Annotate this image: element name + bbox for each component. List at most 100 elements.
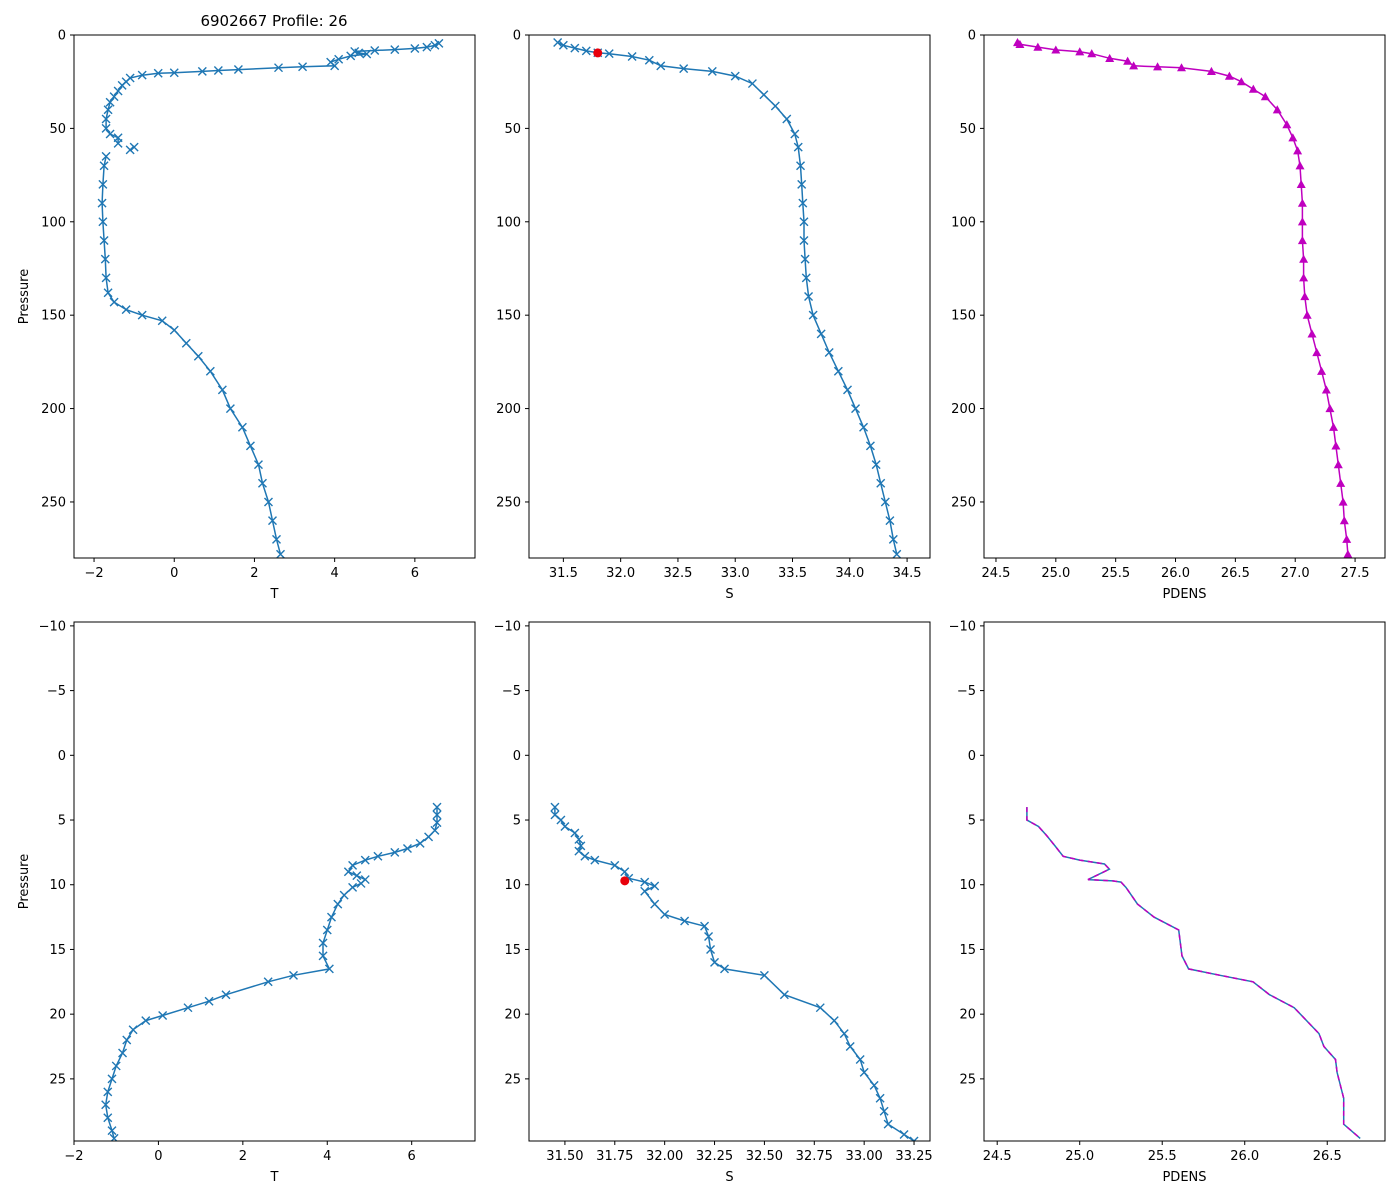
subplot-bottom-density: 24.5 25.0 25.5 26.0 26.5 −10 −5 0 5 10 15 20 25 PDENS — [949, 619, 1386, 1185]
y-tick-label: 50 — [959, 122, 976, 137]
data-point-marker — [99, 161, 109, 171]
data-point-marker — [558, 40, 568, 50]
data-point-marker — [103, 105, 113, 115]
x-tick-label: 2 — [239, 1149, 247, 1164]
data-point-marker — [550, 802, 560, 812]
data-point-marker — [221, 990, 231, 1000]
data-point-marker — [422, 42, 432, 52]
y-tick-label: −10 — [39, 619, 66, 634]
y-tick-label: 0 — [58, 749, 66, 764]
y-tick-label: 15 — [504, 943, 521, 958]
series-line — [104, 807, 438, 1139]
data-point-marker — [570, 828, 580, 838]
data-point-marker — [556, 815, 566, 825]
x-tick-label: 33.5 — [778, 566, 807, 581]
x-axis-label: PDENS — [1162, 1170, 1206, 1185]
data-point-marker — [1087, 49, 1097, 58]
data-point-marker — [1329, 422, 1339, 431]
x-tick-label: 33.25 — [895, 1149, 932, 1164]
data-point-marker — [1342, 534, 1352, 543]
y-tick-label: 250 — [496, 495, 521, 510]
data-point-marker — [1331, 441, 1341, 450]
y-tick-label: 100 — [41, 215, 66, 230]
x-tick-label: −2 — [84, 566, 103, 581]
data-point-marker — [339, 890, 349, 900]
data-point-marker — [97, 198, 107, 208]
data-point-marker — [390, 45, 400, 55]
y-tick-label: 0 — [513, 749, 521, 764]
series-bottom-density — [1026, 807, 1361, 1139]
y-tick-label: 50 — [504, 122, 521, 137]
data-point-marker — [824, 348, 834, 358]
data-point-marker — [117, 80, 127, 90]
data-point-marker — [1297, 198, 1307, 207]
data-point-marker — [169, 68, 179, 78]
data-point-marker — [620, 867, 630, 877]
data-point-marker — [656, 61, 666, 71]
y-tick-label: 200 — [951, 402, 976, 417]
data-point-marker — [680, 916, 690, 926]
data-point-marker — [113, 86, 123, 96]
data-point-marker — [225, 404, 235, 414]
y-tick-label: −10 — [949, 619, 976, 634]
data-point-marker — [100, 254, 110, 264]
data-point-marker — [888, 534, 898, 544]
data-point-marker — [1307, 329, 1317, 338]
data-point-marker — [570, 43, 580, 53]
data-point-marker — [343, 867, 353, 877]
data-point-marker — [706, 944, 716, 954]
data-point-marker — [845, 1042, 855, 1052]
figure-title: 6902667 Profile: 26 — [200, 12, 347, 30]
data-point-marker — [1295, 161, 1305, 170]
data-point-marker — [640, 886, 650, 896]
data-point-marker — [843, 385, 853, 395]
data-point-marker — [324, 964, 334, 974]
x-tick-label: 34.0 — [835, 566, 864, 581]
y-tick-label: 10 — [49, 878, 66, 893]
x-axis-label: S — [725, 587, 733, 602]
data-point-marker — [909, 1136, 919, 1141]
data-point-marker — [899, 1130, 909, 1140]
data-point-marker — [272, 534, 281, 544]
data-point-marker — [1336, 478, 1346, 487]
data-point-marker — [1343, 549, 1353, 558]
data-point-marker — [137, 310, 147, 320]
data-point-marker — [348, 860, 358, 870]
x-tick-label: −2 — [64, 1149, 83, 1164]
data-point-marker — [816, 329, 826, 339]
data-point-marker — [1302, 310, 1312, 319]
data-point-marker — [424, 832, 434, 842]
data-point-marker — [869, 1080, 879, 1090]
data-point-marker — [213, 65, 223, 75]
y-tick-label: 150 — [951, 309, 976, 324]
data-point-marker — [793, 142, 803, 152]
data-point-marker — [348, 882, 358, 892]
data-point-marker — [1105, 53, 1115, 62]
data-point-marker — [346, 51, 356, 61]
data-point-marker — [1033, 42, 1043, 51]
data-point-marker — [105, 129, 115, 139]
data-point-marker — [98, 179, 108, 189]
data-point-marker — [801, 273, 811, 283]
x-tick-label: 32.75 — [796, 1149, 833, 1164]
data-point-marker — [263, 977, 273, 987]
data-point-marker — [580, 851, 590, 861]
data-point-marker — [322, 925, 332, 935]
x-tick-label: 32.5 — [663, 566, 692, 581]
data-point-marker — [99, 235, 109, 245]
x-tick-label: 24.5 — [981, 566, 1010, 581]
data-point-marker — [105, 97, 115, 107]
y-tick-label: 250 — [41, 495, 66, 510]
data-point-marker — [590, 855, 600, 865]
data-point-marker — [1297, 235, 1307, 245]
y-tick-label: 0 — [58, 29, 66, 44]
data-point-marker — [415, 838, 425, 848]
data-point-marker — [871, 460, 881, 470]
x-tick-label: 25.0 — [1041, 566, 1070, 581]
data-point-marker — [704, 932, 714, 942]
data-point-marker — [141, 1016, 151, 1026]
data-point-marker — [111, 1061, 121, 1071]
data-point-marker — [360, 855, 370, 865]
